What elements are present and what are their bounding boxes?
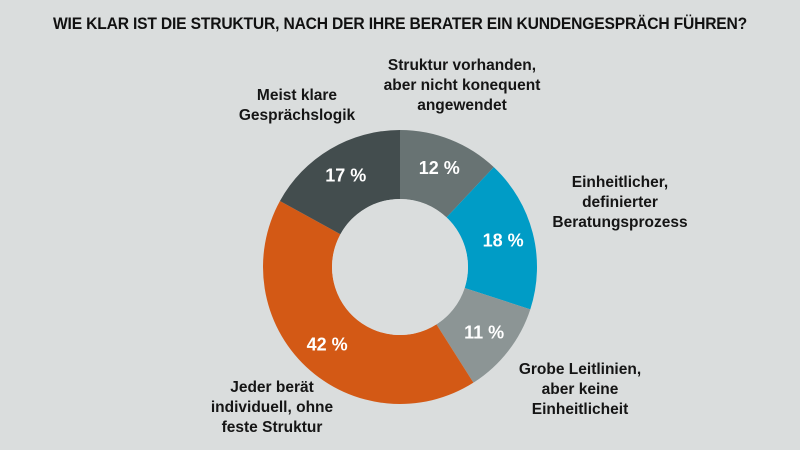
slice-label-einheitlicher-prozess: Einheitlicher, definierter Beratungsproz… xyxy=(535,173,705,233)
donut-slice xyxy=(400,130,494,218)
label-line: Einheitlicheit xyxy=(531,401,629,418)
label-line: Struktur vorhanden, xyxy=(387,57,537,74)
label-line: Meist klare xyxy=(256,87,338,104)
label-line: Jeder berät xyxy=(230,379,314,396)
label-line: aber keine xyxy=(541,381,619,398)
label-line: aber nicht konequent xyxy=(383,77,541,94)
label-line: individuell, ohne xyxy=(210,399,334,416)
slice-value-label: 11 % xyxy=(464,322,504,342)
slice-value-label: 18 % xyxy=(483,231,524,251)
slice-label-struktur-vorhanden: Struktur vorhanden, aber nicht konequent… xyxy=(372,56,552,116)
slice-label-meist-klare: Meist klare Gesprächslogik xyxy=(222,86,372,126)
label-line: Gesprächslogik xyxy=(238,107,356,124)
chart-title: WIE KLAR IST DIE STRUKTUR, NACH DER IHRE… xyxy=(52,14,748,33)
slice-value-label: 12 % xyxy=(419,158,460,178)
label-line: Beratungsprozess xyxy=(552,214,688,231)
donut-slice xyxy=(262,200,474,404)
slice-label-jeder-beraet: Jeder berät individuell, ohne feste Stru… xyxy=(192,378,352,438)
donut-hole xyxy=(332,199,468,335)
donut-slice xyxy=(446,167,537,310)
slice-value-label: 42 % xyxy=(307,335,348,355)
slice-label-grobe-leitlinien: Grobe Leitlinien, aber keine Einheitlich… xyxy=(500,360,660,420)
label-line: feste Struktur xyxy=(221,419,323,436)
label-line: Grobe Leitlinien, xyxy=(518,361,642,378)
label-line: definierter xyxy=(582,194,658,211)
label-line: Einheitlicher, xyxy=(571,174,669,191)
donut-slice xyxy=(279,130,400,235)
label-line: angewendet xyxy=(417,97,507,114)
slice-value-label: 17 % xyxy=(325,165,366,185)
donut-slice xyxy=(436,288,531,383)
